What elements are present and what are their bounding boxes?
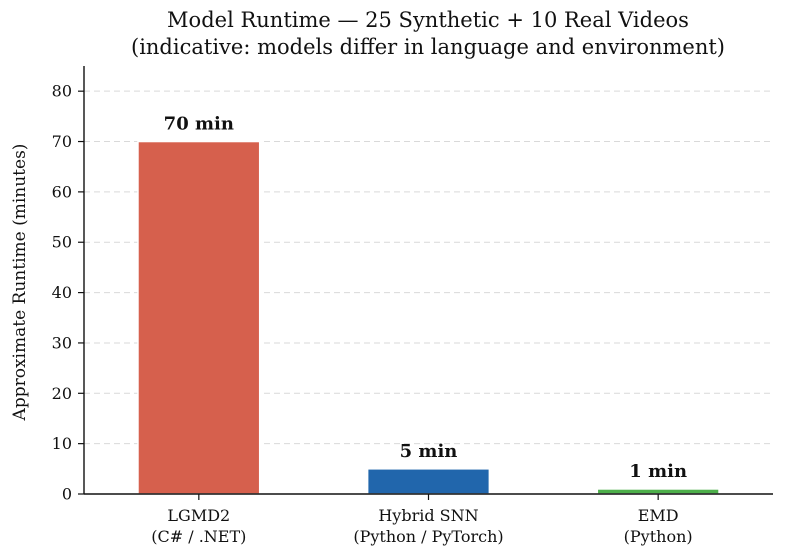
data-label: 70 min bbox=[164, 114, 234, 135]
y-tick-label: 20 bbox=[52, 384, 72, 403]
x-category-label: EMD bbox=[638, 506, 679, 525]
y-tick-label: 60 bbox=[52, 182, 72, 201]
x-category-label: LGMD2 bbox=[167, 506, 230, 525]
y-tick-label: 40 bbox=[52, 283, 72, 302]
x-category-detail: (Python) bbox=[624, 527, 693, 546]
bar-lgmd2 bbox=[137, 140, 261, 495]
chart-subtitle: (indicative: models differ in language a… bbox=[131, 35, 725, 59]
y-axis-label: Approximate Runtime (minutes) bbox=[10, 144, 30, 422]
y-tick-label: 80 bbox=[52, 82, 72, 101]
y-tick-label: 10 bbox=[52, 434, 72, 453]
y-tick-label: 70 bbox=[52, 132, 72, 151]
chart-title: Model Runtime — 25 Synthetic + 10 Real V… bbox=[167, 8, 689, 32]
y-tick-label: 50 bbox=[52, 233, 72, 252]
x-category-label: Hybrid SNN bbox=[378, 506, 478, 525]
x-category-detail: (C# / .NET) bbox=[151, 527, 246, 546]
data-labels: 70 min 5 min 1 min bbox=[164, 114, 687, 482]
bars bbox=[137, 140, 720, 495]
y-tick-label: 0 bbox=[62, 485, 72, 504]
x-categories: LGMD2 (C# / .NET) Hybrid SNN (Python / PyTo… bbox=[151, 494, 693, 546]
y-tick-label: 30 bbox=[52, 333, 72, 352]
y-ticks: 0 10 20 30 40 50 60 70 80 bbox=[52, 82, 84, 504]
x-category-detail: (Python / PyTorch) bbox=[353, 527, 503, 546]
data-label: 1 min bbox=[629, 461, 687, 482]
data-label: 5 min bbox=[400, 441, 458, 462]
bar-hybrid-snn bbox=[366, 468, 491, 495]
bar-emd bbox=[596, 488, 720, 495]
